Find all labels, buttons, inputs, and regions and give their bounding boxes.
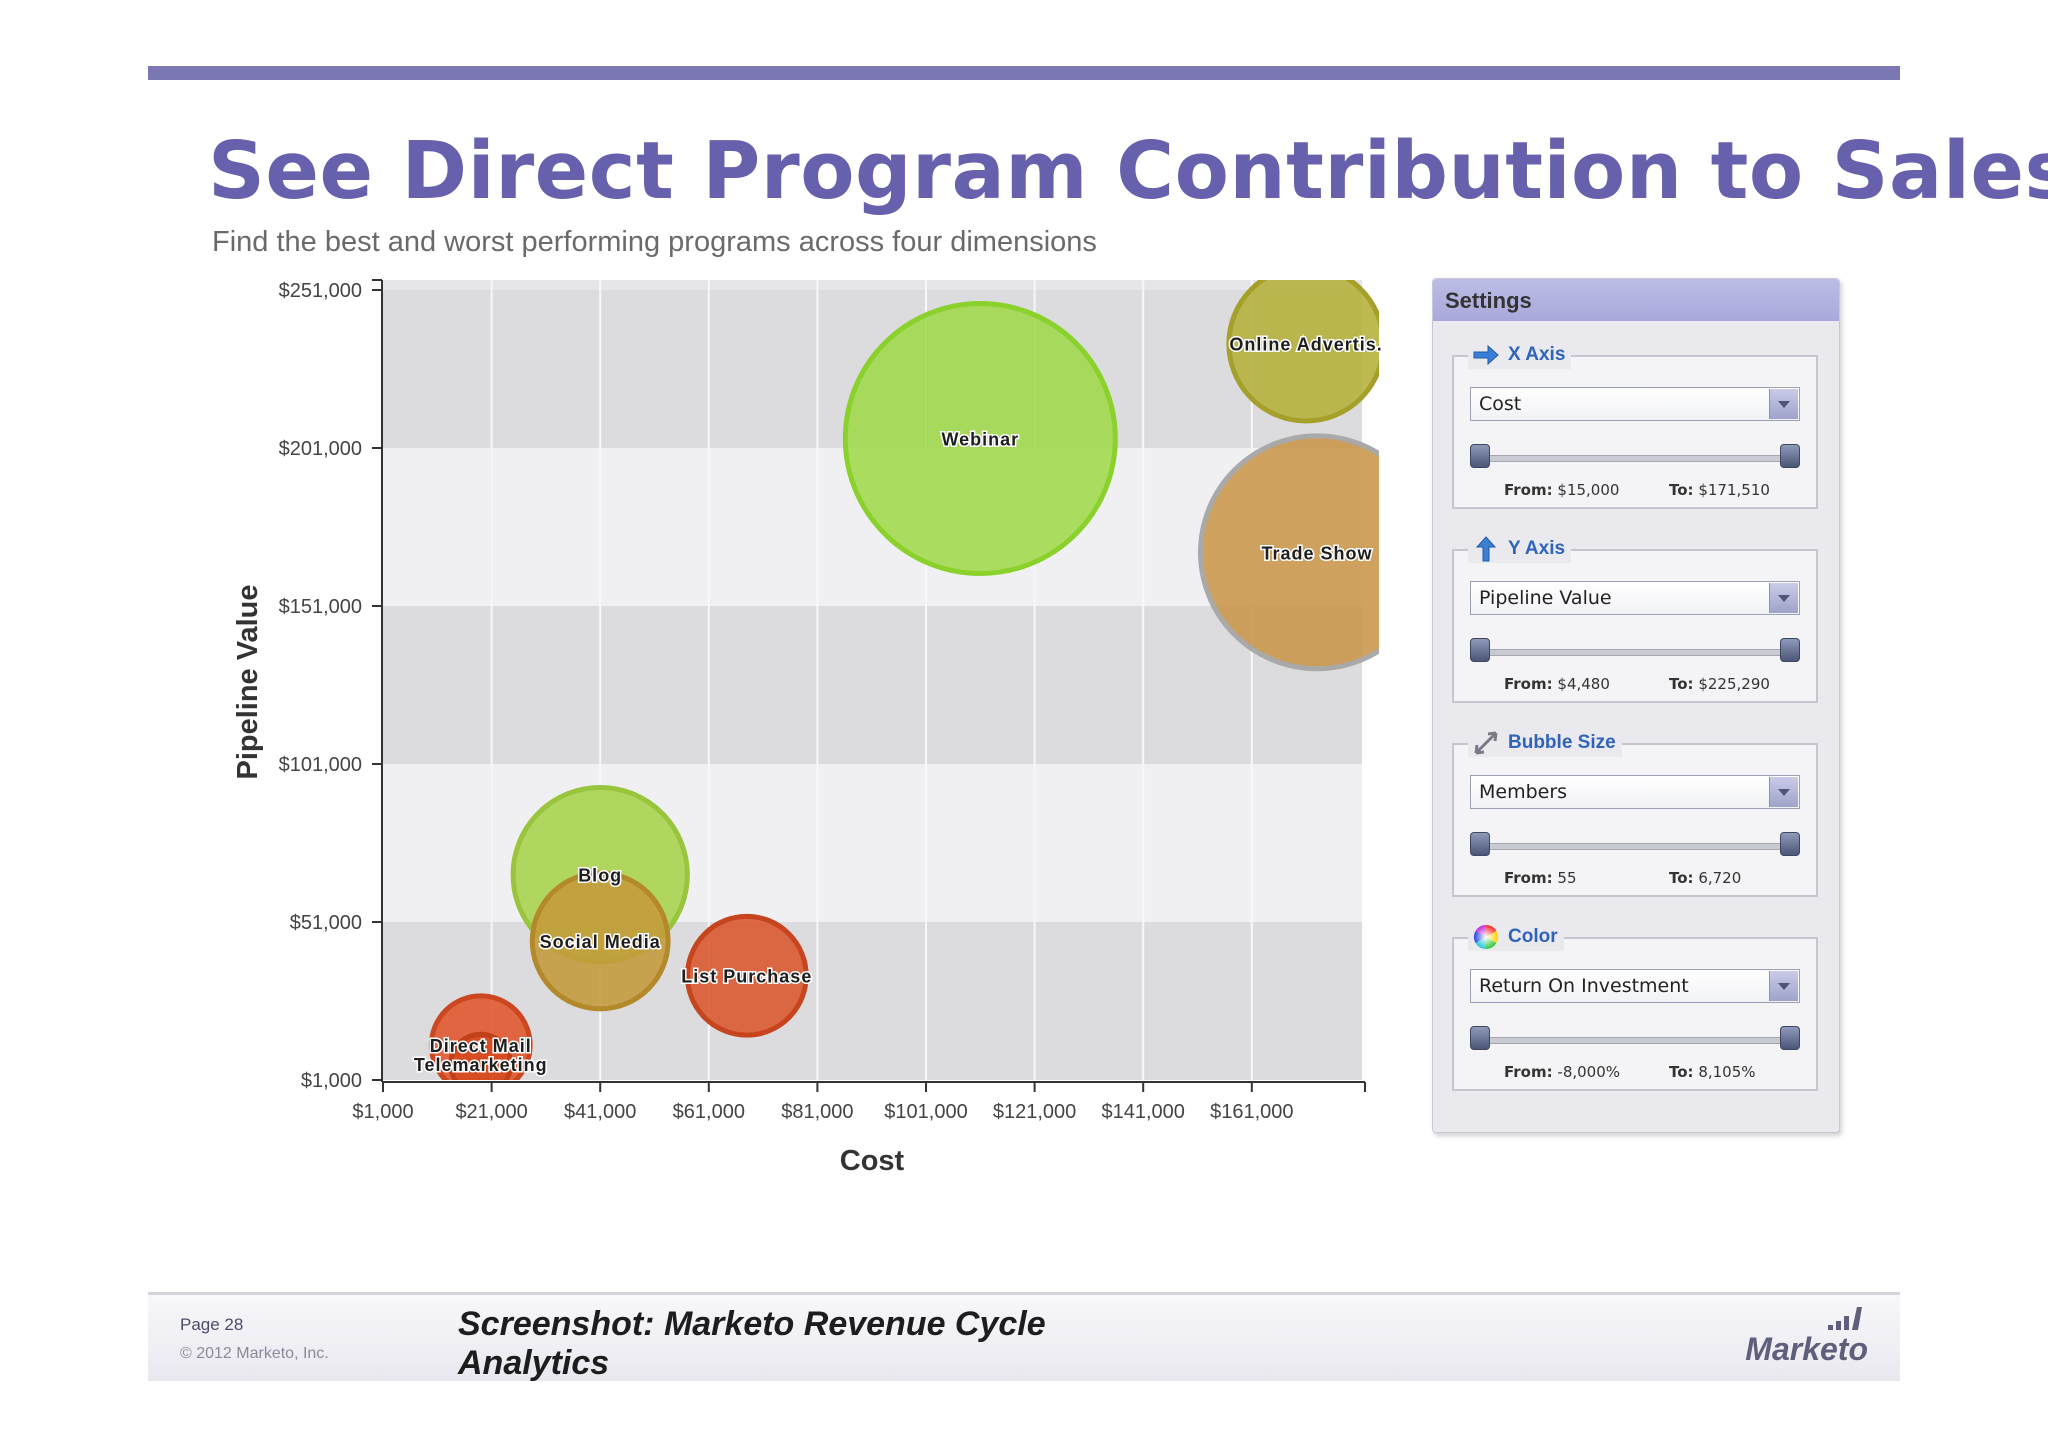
y-axis-from: From: $4,480 xyxy=(1504,675,1610,693)
color-group: Color Return On Investment From: -8,000%… xyxy=(1452,923,1818,1091)
bubble-online-advertis[interactable] xyxy=(1226,266,1383,424)
bubble-label: Blog xyxy=(578,866,622,886)
bubble-size-from: From: 55 xyxy=(1504,869,1577,887)
y-axis-range-slider[interactable] xyxy=(1476,649,1796,656)
y-tick-label: $101,000 xyxy=(279,754,362,776)
marketo-logo-icon xyxy=(1828,1307,1862,1330)
x-tick-label: $121,000 xyxy=(993,1101,1076,1123)
plot-band xyxy=(383,606,1362,764)
bubble-size-to: To: 6,720 xyxy=(1669,869,1742,887)
x-tick-label: $41,000 xyxy=(564,1101,636,1123)
bubble-label: Direct Mail xyxy=(430,1036,532,1056)
right-arrow-icon xyxy=(1473,344,1499,366)
x-axis-slider-min-handle[interactable] xyxy=(1470,444,1490,468)
bubble-size-slider-min-handle[interactable] xyxy=(1470,832,1490,856)
slide-subtitle: Find the best and worst performing progr… xyxy=(212,226,1097,258)
color-dropdown[interactable]: Return On Investment xyxy=(1470,969,1800,1003)
bubble-size-slider-max-handle[interactable] xyxy=(1780,832,1800,856)
chevron-down-icon[interactable] xyxy=(1769,971,1798,1001)
y-axis-slider-max-handle[interactable] xyxy=(1780,638,1800,662)
y-axis-title: Pipeline Value xyxy=(232,584,264,779)
color-from: From: -8,000% xyxy=(1504,1063,1621,1081)
bubble-telemarketing[interactable] xyxy=(448,1031,514,1094)
expand-arrows-icon xyxy=(1474,731,1498,755)
bubble-labels: Webinar Online Advertis. Trade Show Blog Soc… xyxy=(412,333,1383,1076)
bubble-trade-show[interactable] xyxy=(1198,433,1434,672)
x-axis-dropdown[interactable]: Cost xyxy=(1470,387,1800,421)
color-wheel-icon xyxy=(1473,925,1499,949)
y-tick-label: $251,000 xyxy=(279,280,362,302)
x-axis-from: From: $15,000 xyxy=(1504,481,1620,499)
up-arrow-icon xyxy=(1475,536,1497,562)
color-slider-min-handle[interactable] xyxy=(1470,1026,1490,1050)
x-axis-group: X Axis Cost From: $15,000 To: $171,510 xyxy=(1452,341,1818,509)
slide-footer: Page 28 © 2012 Marketo, Inc. Screenshot:… xyxy=(148,1292,1900,1382)
y-tick-label: $151,000 xyxy=(279,596,362,618)
bubble-label: Trade Show xyxy=(1261,543,1372,563)
y-tick-label: $201,000 xyxy=(279,438,362,460)
vertical-gridlines xyxy=(490,280,1253,1080)
bubble-webinar[interactable] xyxy=(842,301,1118,577)
x-axis-to: To: $171,510 xyxy=(1669,481,1770,499)
x-tick-label: $21,000 xyxy=(455,1101,527,1123)
bubble-size-range-slider[interactable] xyxy=(1476,843,1796,850)
chevron-down-icon[interactable] xyxy=(1769,583,1798,613)
top-accent-bar xyxy=(148,66,1900,80)
bubble-size-dropdown-value: Members xyxy=(1479,781,1568,803)
marketo-logo: Marketo xyxy=(1745,1331,1868,1367)
x-tick-label: $61,000 xyxy=(673,1101,745,1123)
x-axis-range-slider[interactable] xyxy=(1476,455,1796,462)
slide-title: See Direct Program Contribution to Sales xyxy=(208,125,2048,217)
chevron-down-icon[interactable] xyxy=(1769,389,1798,419)
y-tick-label: $51,000 xyxy=(290,912,362,934)
settings-header: Settings xyxy=(1433,279,1839,321)
color-dropdown-value: Return On Investment xyxy=(1479,975,1689,997)
bubble-label: List Purchase xyxy=(681,967,812,987)
chevron-down-icon[interactable] xyxy=(1769,777,1798,807)
bubble-label: Online Advertis. xyxy=(1229,335,1382,355)
x-axis-dropdown-value: Cost xyxy=(1479,393,1522,415)
bubble-list-purchase[interactable] xyxy=(684,913,809,1038)
bubbles xyxy=(428,266,1434,1094)
y-axis-dropdown-value: Pipeline Value xyxy=(1479,587,1612,609)
x-tick-label: $141,000 xyxy=(1101,1101,1184,1123)
x-tick-label: $101,000 xyxy=(884,1101,967,1123)
settings-title: Settings xyxy=(1445,288,1532,313)
color-range-slider[interactable] xyxy=(1476,1037,1796,1044)
y-axis-group-label: Y Axis xyxy=(1508,538,1566,559)
color-slider-max-handle[interactable] xyxy=(1780,1026,1800,1050)
x-axis-title: Cost xyxy=(840,1145,905,1177)
y-axis-to: To: $225,290 xyxy=(1669,675,1770,693)
x-axis-group-label: X Axis xyxy=(1508,344,1566,365)
bubble-label: Webinar xyxy=(941,430,1019,450)
x-tick-label: $1,000 xyxy=(352,1101,413,1123)
settings-panel: Settings X Axis Cost From: $15,000 To: $… xyxy=(1432,278,1840,1133)
y-axis-group: Y Axis Pipeline Value From: $4,480 To: $… xyxy=(1452,535,1818,703)
x-tick-label: $81,000 xyxy=(781,1101,853,1123)
y-axis-slider-min-handle[interactable] xyxy=(1470,638,1490,662)
x-tick-label: $161,000 xyxy=(1210,1101,1293,1123)
bubble-size-dropdown[interactable]: Members xyxy=(1470,775,1800,809)
axes: $1,000 $51,000 $101,000 $151,000 $201,000 $25… xyxy=(279,279,1366,1123)
screenshot-caption: Screenshot: Marketo Revenue Cycle Analyt… xyxy=(458,1305,1046,1382)
color-group-label: Color xyxy=(1508,926,1558,947)
bubble-size-group-label: Bubble Size xyxy=(1508,732,1616,753)
bubble-social-media[interactable] xyxy=(529,870,671,1012)
copyright: © 2012 Marketo, Inc. xyxy=(180,1345,329,1362)
color-to: To: 8,105% xyxy=(1669,1063,1756,1081)
y-axis-dropdown[interactable]: Pipeline Value xyxy=(1470,581,1800,615)
bubble-size-group: Bubble Size Members From: 55 To: 6,720 xyxy=(1452,729,1818,897)
bubble-label: Telemarketing xyxy=(414,1055,548,1075)
bubble-label: Social Media xyxy=(540,932,661,952)
y-tick-label: $1,000 xyxy=(301,1070,362,1092)
page-number: Page 28 xyxy=(180,1315,244,1334)
x-axis-slider-max-handle[interactable] xyxy=(1780,444,1800,468)
